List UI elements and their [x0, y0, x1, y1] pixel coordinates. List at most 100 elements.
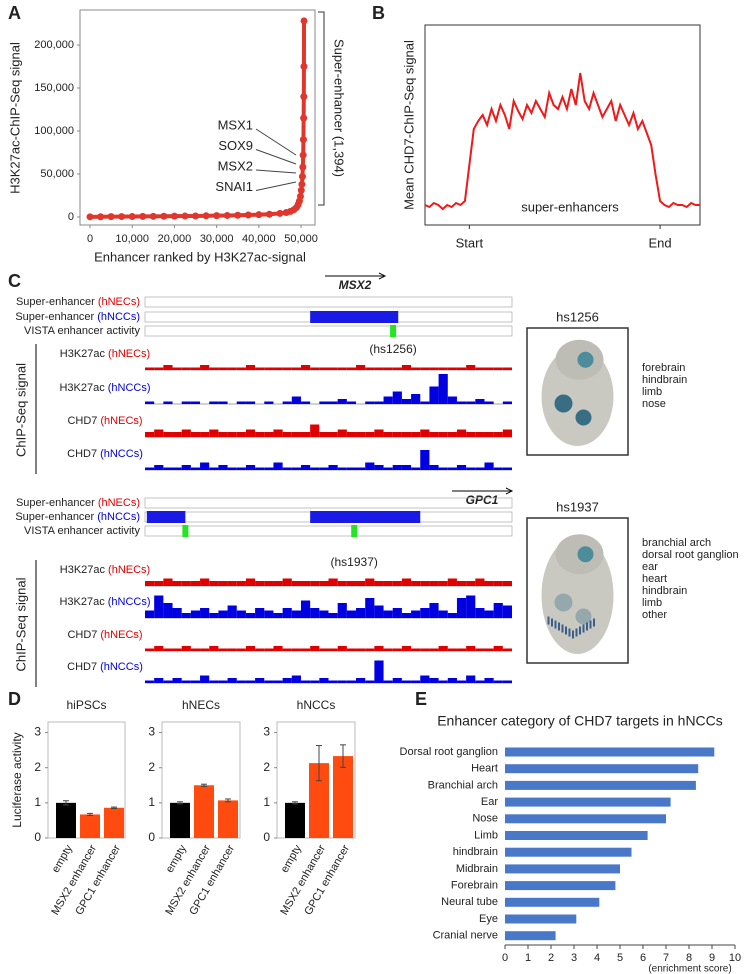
track-label: Super-enhancer (hNCCs) [15, 511, 140, 523]
signal-bar [447, 367, 457, 370]
stain [575, 608, 592, 625]
error-bar [63, 800, 69, 806]
category-label: Branchial arch [428, 779, 498, 791]
signal-bar [310, 680, 320, 683]
signal-bar [475, 680, 485, 683]
signal-bar [438, 367, 448, 370]
signal-bar [374, 429, 384, 437]
signal-bar [392, 391, 402, 404]
y-tick-label: 0 [263, 830, 270, 844]
stain [577, 351, 594, 368]
category-label: hindbrain [453, 846, 498, 858]
signal-bar [346, 610, 357, 618]
x-axis-label: (enrichment score) [648, 964, 731, 974]
track-label-text: Super-enhancer [16, 296, 95, 308]
signal-bar [392, 465, 402, 470]
signal-bar [236, 467, 246, 470]
stain [575, 409, 592, 426]
signal-bar [493, 646, 503, 651]
signal-bar [401, 465, 412, 470]
signal-bar [456, 429, 467, 437]
signal-bar [383, 581, 393, 586]
tissue: limb [642, 386, 662, 398]
signal-bar [154, 646, 164, 651]
cell-type: (hNECs) [98, 296, 140, 308]
signal-bar [484, 610, 494, 618]
signal-bar [484, 648, 494, 651]
signal-bar [475, 608, 485, 618]
signal-bar [374, 465, 384, 470]
signal-bar [456, 598, 467, 618]
signal-bar [356, 432, 366, 437]
signal-bar [163, 432, 173, 437]
signal-bar [255, 648, 265, 651]
signal-bar [356, 678, 366, 683]
signal-bar [356, 581, 366, 586]
stain [577, 546, 594, 563]
stain [582, 624, 585, 633]
signal-bar [356, 467, 366, 470]
signal-bar [200, 365, 210, 370]
signal-bar [209, 367, 219, 370]
category-label: Nose [472, 813, 498, 825]
signal-bar [356, 608, 366, 618]
signal-bar [190, 581, 201, 586]
point [107, 213, 115, 221]
signal-bar [438, 646, 448, 651]
category-label: Heart [471, 763, 498, 775]
track-label: H3K27ac (hNCCs) [59, 382, 150, 394]
track-label-text: H3K27ac [59, 596, 105, 608]
signal-bar [300, 465, 311, 470]
track-frame [144, 296, 513, 308]
point [298, 173, 306, 181]
gene-pointer [255, 128, 297, 156]
x-tick-label: 0 [87, 233, 93, 245]
signal-bar [447, 432, 457, 437]
signal-bar [264, 367, 274, 370]
signal-bar [172, 648, 182, 651]
signal-bar [172, 678, 182, 683]
signal-bar [209, 680, 219, 683]
signal-bar [411, 610, 421, 618]
x-tick-label: 20,000 [158, 233, 192, 245]
signal-bar [484, 462, 494, 470]
signal-bar [245, 365, 256, 370]
x-axis-label: Enhancer ranked by H3K27ac-signal [94, 249, 306, 264]
signal-bar [227, 467, 237, 470]
signal-bar [190, 610, 201, 618]
point [299, 136, 307, 144]
gene-arrow-head [378, 272, 387, 280]
signal-bar [493, 680, 503, 683]
signal-bar [502, 467, 512, 470]
signal-bar [310, 608, 320, 618]
signal-bar [154, 465, 164, 470]
x-tick-label: 2 [548, 952, 554, 964]
signal-bar [145, 401, 155, 404]
signal-bar [456, 648, 467, 651]
signal-bar [163, 467, 173, 470]
bar [505, 897, 600, 907]
signal-line [424, 72, 700, 211]
signal-bar [337, 646, 347, 651]
signal-bar [319, 367, 329, 370]
signal-bar [145, 648, 155, 651]
signal-bar [475, 648, 485, 651]
signal-bar [328, 432, 338, 437]
point [300, 93, 308, 101]
signal-bar [200, 675, 210, 683]
signal-bar [291, 432, 301, 437]
bar [505, 881, 616, 891]
signal-bar [145, 467, 155, 470]
x-tick-label: 40,000 [242, 233, 276, 245]
signal-bar [172, 367, 182, 370]
signal-bar [429, 603, 439, 618]
signal-bar [227, 648, 237, 651]
bar [505, 847, 632, 857]
signal-bar [319, 581, 329, 586]
bar [505, 814, 666, 824]
x-tick-label: 30,000 [200, 233, 234, 245]
signal-bar [429, 386, 439, 404]
signal-bar [392, 367, 402, 370]
bar [285, 802, 305, 838]
stain [579, 626, 581, 635]
